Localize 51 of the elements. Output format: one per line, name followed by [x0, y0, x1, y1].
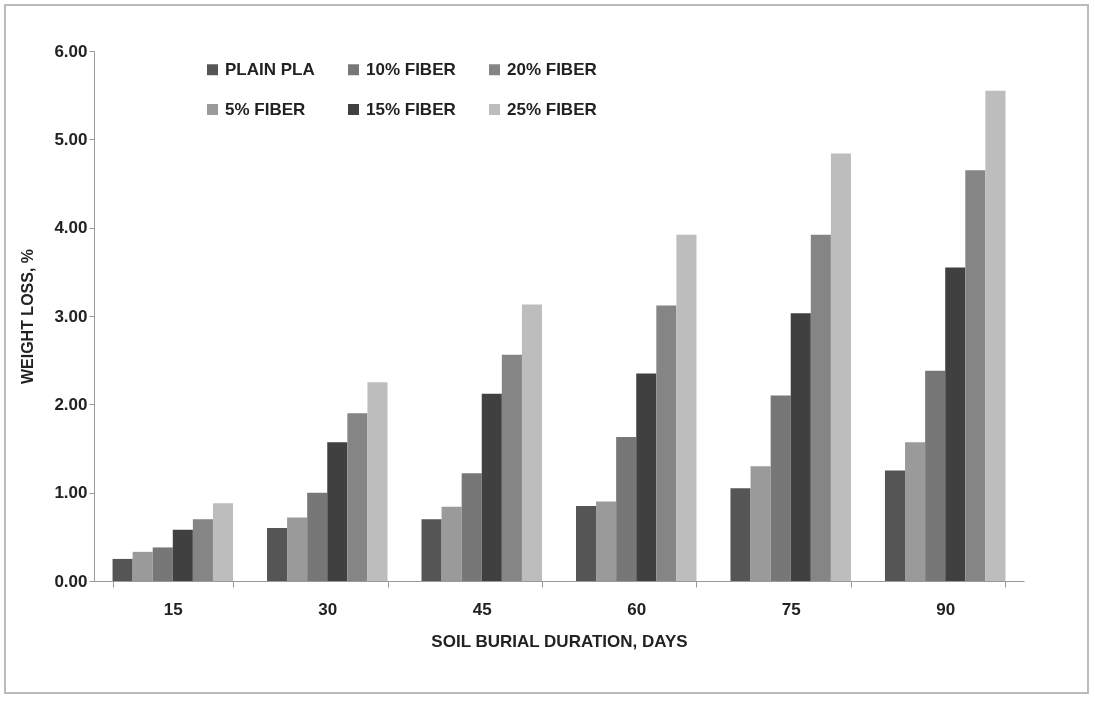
y-axis-title: WEIGHT LOSS, %	[19, 248, 37, 385]
y-tick-label: 5.00	[54, 129, 88, 149]
x-tick-label: 15	[163, 599, 183, 619]
y-tick-label: 3.00	[54, 306, 88, 326]
bar	[327, 442, 348, 581]
legend-label: 15% FIBER	[366, 99, 456, 119]
x-tick-label: 30	[318, 599, 338, 619]
bar	[730, 488, 751, 581]
bar	[656, 305, 677, 581]
bar	[421, 519, 442, 581]
y-tick-label: 4.00	[54, 218, 88, 238]
y-tick-label: 0.00	[54, 571, 88, 591]
legend-label: 25% FIBER	[507, 99, 597, 119]
bar	[172, 529, 193, 581]
bar	[770, 395, 791, 581]
bar	[985, 90, 1006, 581]
bar	[461, 473, 482, 581]
bar	[636, 373, 657, 581]
y-tick-label: 6.00	[54, 41, 88, 61]
legend-label: 20% FIBER	[507, 59, 597, 79]
y-tick-label: 2.00	[54, 394, 88, 414]
bar	[676, 234, 697, 581]
bar	[616, 437, 637, 581]
bar	[152, 547, 173, 581]
bar	[267, 528, 288, 581]
x-axis-title: SOIL BURIAL DURATION, DAYS	[431, 631, 688, 651]
bar	[521, 304, 543, 581]
x-tick-label: 45	[472, 599, 492, 619]
bar	[884, 470, 906, 581]
legend-label: 10% FIBER	[366, 59, 456, 79]
bar	[347, 413, 368, 581]
legend-label: 5% FIBER	[225, 99, 306, 119]
bar	[925, 370, 946, 581]
x-tick-label: 60	[627, 599, 647, 619]
bar	[481, 393, 502, 581]
bar	[790, 313, 811, 581]
bar	[945, 267, 966, 581]
y-tick-label: 1.00	[54, 483, 88, 503]
bar	[212, 503, 234, 581]
bar	[830, 153, 851, 581]
bar	[575, 505, 597, 581]
bar	[367, 382, 388, 581]
bar	[965, 170, 986, 581]
x-tick-label: 75	[781, 599, 801, 619]
bar	[307, 492, 328, 581]
legend-label: PLAIN PLA	[225, 59, 315, 79]
x-tick-label: 90	[936, 599, 956, 619]
bar	[112, 558, 133, 581]
bar	[501, 354, 522, 581]
bar	[810, 234, 831, 581]
bar	[192, 519, 213, 581]
